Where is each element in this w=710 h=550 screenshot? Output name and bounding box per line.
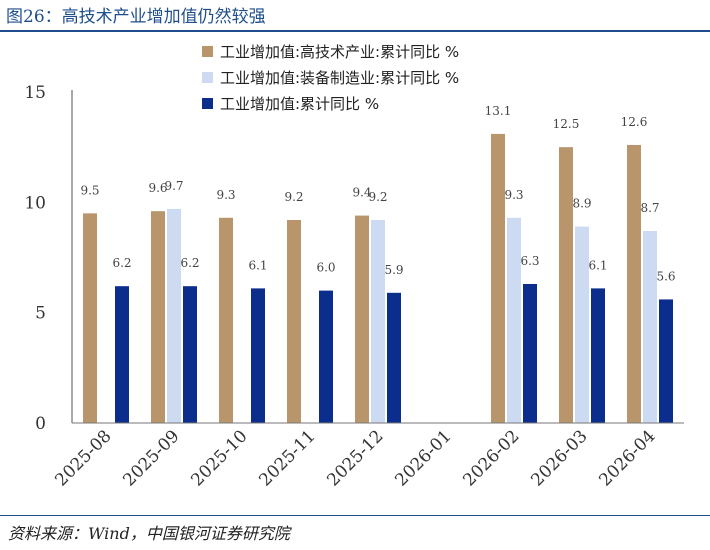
x-tick-label: 2025-12 (323, 426, 387, 490)
x-tick-label: 2025-08 (51, 426, 115, 490)
data-label: 9.3 (504, 188, 523, 202)
x-tick-label: 2026-03 (527, 426, 591, 490)
data-label: 9.4 (352, 186, 371, 200)
bar (643, 231, 657, 423)
data-label: 6.2 (112, 256, 131, 270)
figure-title: 图26：高技术产业增加值仍然较强 (6, 7, 266, 27)
data-labels: 9.56.29.69.76.29.36.19.26.09.49.25.913.1… (80, 104, 675, 284)
data-label: 8.7 (640, 201, 659, 215)
legend-swatch (202, 46, 213, 57)
data-label: 12.6 (621, 115, 648, 129)
data-label: 6.2 (180, 256, 199, 270)
data-label: 9.3 (216, 188, 235, 202)
legend-label: 工业增加值:累计同比 % (220, 95, 379, 113)
bar (591, 288, 605, 423)
data-label: 9.6 (148, 181, 167, 195)
legend-label: 工业增加值:高技术产业:累计同比 % (220, 43, 459, 61)
x-tick-label: 2025-11 (255, 426, 319, 490)
legend-swatch (202, 72, 213, 83)
x-tick-label: 2026-04 (595, 426, 659, 490)
bar-series-group (83, 133, 673, 423)
bar (287, 219, 301, 423)
chart-legend: 工业增加值:高技术产业:累计同比 % 工业增加值:装备制造业:累计同比 % 工业增加… (202, 43, 459, 113)
data-label: 9.5 (80, 183, 99, 197)
data-label: 6.1 (588, 258, 607, 272)
bar (659, 299, 673, 423)
bar-chart: 工业增加值:高技术产业:累计同比 % 工业增加值:装备制造业:累计同比 % 工业增加… (24, 43, 684, 490)
x-tick-label: 2026-01 (391, 426, 455, 490)
x-tick-label: 2025-09 (119, 426, 183, 490)
bar (219, 217, 233, 423)
source-rule (0, 515, 710, 516)
y-tick-label: 10 (24, 193, 46, 213)
x-tick-label: 2026-02 (459, 426, 523, 490)
y-tick-label: 15 (24, 83, 46, 103)
x-tick-label: 2025-10 (187, 426, 251, 490)
data-label: 6.0 (316, 261, 335, 275)
bar (167, 208, 181, 423)
data-label: 9.2 (368, 190, 387, 204)
bar (523, 283, 537, 423)
bar (151, 211, 165, 423)
title-rule (0, 30, 710, 32)
bar (355, 215, 369, 423)
bar (183, 286, 197, 423)
bar (251, 288, 265, 423)
legend-swatch (202, 98, 213, 109)
data-label: 8.9 (572, 197, 591, 211)
y-tick-label: 5 (35, 304, 46, 324)
bar (371, 219, 385, 423)
bar (491, 133, 505, 423)
data-label: 5.9 (384, 263, 403, 277)
y-tick-label: 0 (35, 414, 46, 434)
bar (319, 290, 333, 423)
data-label: 6.3 (520, 254, 539, 268)
bar (507, 217, 521, 423)
bar (83, 213, 97, 423)
x-axis: 2025-08 2025-09 2025-10 2025-11 2025-12 2026-… (51, 422, 684, 490)
data-label: 9.2 (284, 190, 303, 204)
bar (559, 147, 573, 423)
data-label: 13.1 (485, 104, 512, 118)
bar (387, 292, 401, 423)
data-label: 5.6 (656, 269, 675, 283)
data-label: 6.1 (248, 258, 267, 272)
data-label: 9.7 (164, 179, 183, 193)
data-label: 12.5 (553, 117, 580, 131)
y-axis: 0 5 10 15 (24, 83, 73, 434)
legend-label: 工业增加值:装备制造业:累计同比 % (220, 69, 459, 87)
source-note: 资料来源：Wind，中国银河证券研究院 (8, 524, 290, 543)
bar (627, 144, 641, 423)
bar (575, 226, 589, 423)
bar (115, 286, 129, 423)
